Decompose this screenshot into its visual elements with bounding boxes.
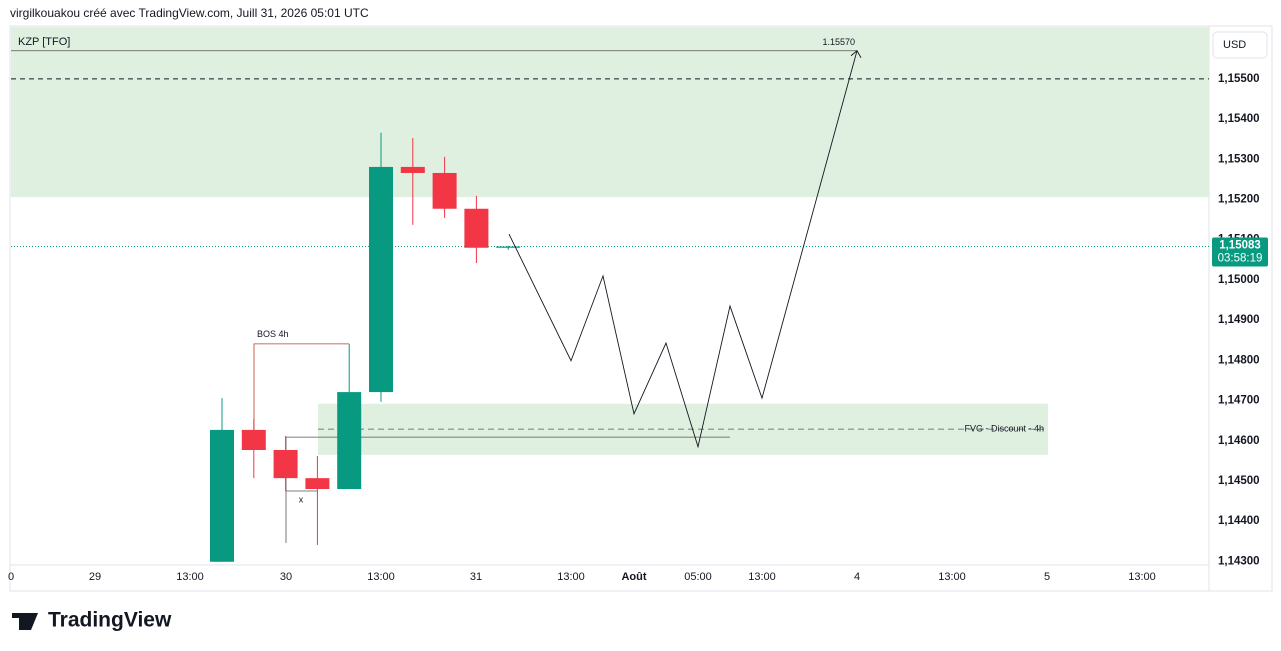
y-tick-label: 1,15300 (1218, 153, 1260, 165)
plot: FVG - Discount - 4h KZP [TFO] 1.15570 BOS 4… (11, 27, 1209, 562)
kzp-label: 1.15570 (822, 37, 855, 47)
arrow-head (850, 50, 862, 58)
currency-button[interactable] (1212, 31, 1268, 59)
logo: TradingView (12, 609, 172, 632)
y-tick-label: 1,14800 (1218, 354, 1260, 366)
y-tick-label: 1,14500 (1218, 475, 1260, 487)
header: virgilkouakou créé avec TradingView.com,… (10, 6, 369, 20)
x-tick-label: 05:00 (684, 571, 712, 583)
y-tick-label: 1,14900 (1218, 314, 1260, 326)
candle-body (337, 392, 362, 490)
candle-body (305, 478, 330, 490)
fvg-label: FVG - Discount - 4h (964, 423, 1044, 433)
y-tick-label: 1,15500 (1218, 73, 1260, 85)
logo-icon (12, 613, 38, 630)
candle-body (369, 166, 393, 393)
sweep-label: x (299, 494, 304, 504)
bos-line (253, 343, 349, 451)
projection (508, 50, 858, 449)
candle-body (400, 166, 425, 173)
x-tick-label: 13:00 (367, 571, 395, 583)
x-tick-label: 0 (8, 571, 14, 583)
y-tick-label: 1,14300 (1218, 555, 1260, 567)
brand: TradingView (48, 609, 172, 632)
bos-label: BOS 4h (257, 329, 289, 339)
countdown: 03:58:19 (1218, 253, 1263, 265)
x-tick-label: 29 (89, 571, 101, 583)
y-tick-label: 1,14600 (1218, 435, 1260, 447)
y-tick-label: 1,14400 (1218, 515, 1260, 527)
candle-body (464, 208, 489, 248)
candle-body (432, 172, 457, 209)
candle-body (496, 246, 521, 248)
x-tick-label: 30 (280, 571, 292, 583)
currency[interactable]: USD (1223, 39, 1246, 51)
candle-body (210, 429, 234, 562)
last-price-tag (1212, 237, 1268, 267)
x-tick-label: 13:00 (938, 571, 966, 583)
premium-zone (11, 27, 1209, 198)
indicator: KZP [TFO] (18, 36, 70, 48)
x-tick-label: 13:00 (1128, 571, 1156, 583)
candle-body (273, 450, 298, 479)
y-tick-label: 1,15000 (1218, 274, 1260, 286)
x-tick-label: 5 (1044, 571, 1050, 583)
last-price-label: 1,15083 (1219, 240, 1261, 252)
frame (9, 25, 1273, 592)
x-tick-label: 13:00 (557, 571, 585, 583)
y-tick-label: 1,15400 (1218, 113, 1260, 125)
y-tick-label: 1,15200 (1218, 194, 1260, 206)
candle-body (241, 429, 266, 451)
x-tick-label: 13:00 (748, 571, 776, 583)
y-tick-label: 1,14700 (1218, 395, 1260, 407)
x-tick-label: Août (621, 571, 646, 583)
x-tick-label: 31 (470, 571, 482, 583)
x-tick-label: 4 (854, 571, 860, 583)
x-tick-label: 13:00 (176, 571, 204, 583)
